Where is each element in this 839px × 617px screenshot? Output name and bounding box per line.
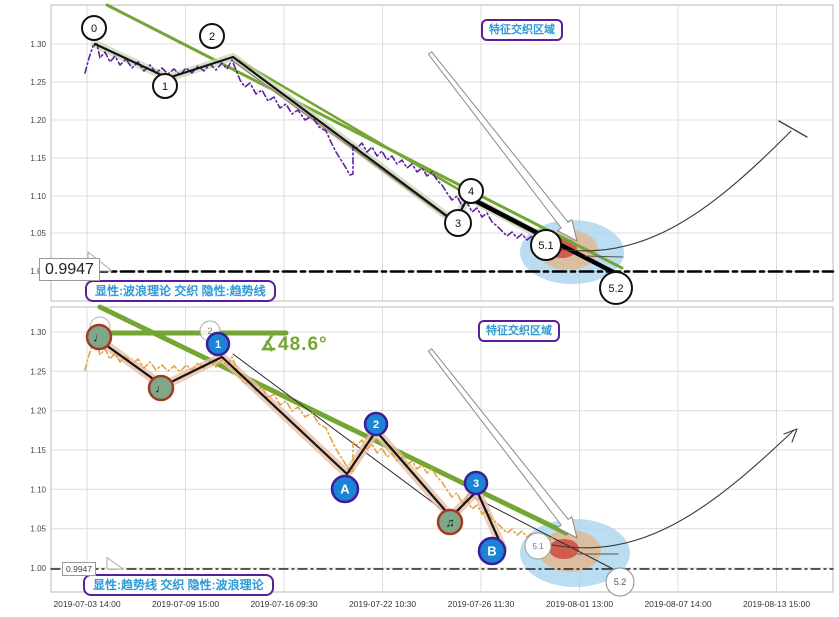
wave-label-2 [199,23,225,49]
y-tick-label-bottom: 1.10 [30,485,46,494]
wave-label-3 [444,209,472,237]
projection-arrowhead-bottom [783,428,798,443]
trend-label-1 [205,331,231,357]
wave-label-5-2-text: 5.2 [608,283,623,295]
blob-tail-top [584,255,624,258]
note-marker-2 [147,374,175,402]
note-marker-3-text: ♫ [446,515,455,529]
price-flag-pointer-bottom [106,557,124,570]
note-marker-3 [436,508,464,536]
trend-label-2-text: 2 [373,419,379,431]
y-tick-label-bottom: 1.15 [30,446,46,455]
trendline-main-top [105,3,624,270]
region-label-top: 特征交织区域 [481,19,563,41]
pointer-arrow-bottom [427,348,578,539]
y-tick-label-top: 1.05 [30,229,46,238]
x-tick-label: 2019-07-16 09:30 [250,599,317,609]
wave-line-bottom [97,338,505,551]
region-label-bottom: 特征交织区域 [478,320,560,342]
ghost-wave-label-5-1 [524,532,552,560]
wave-label-5-1-text: 5.1 [538,240,553,252]
projection-tbar-top [778,120,808,138]
y-tick-label-top: 1.30 [30,40,46,49]
projection-curve-top [551,130,792,252]
y-tick-label-bottom: 1.20 [30,407,46,416]
trend-label-1-text: 1 [215,339,221,351]
price-flag-top: 0.9947 [39,258,100,281]
note-marker-1-text: ♩ [93,330,105,344]
caption-bottom-panel: 显性:趋势线 交织 隐性:波浪理论 [83,574,274,596]
y-tick-label-top: 1.20 [30,116,46,125]
wave-label-1 [152,73,178,99]
y-tick-label-top: 1.25 [30,78,46,87]
trend-label-3-text: 3 [473,478,479,490]
heat-blob-core-bottom [549,539,579,559]
wave-label-0-text: 0 [91,23,97,35]
wave-label-0 [81,15,107,41]
y-tick-label-top: 1.15 [30,154,46,163]
note-marker-2-text: ♩ [155,381,167,395]
note-marker-1 [85,323,113,351]
caption-top-panel: 显性:波浪理论 交织 隐性:趋势线 [85,280,276,302]
wave-label-2-text: 2 [209,31,215,43]
x-tick-label: 2019-08-07 14:00 [644,599,711,609]
price-line-bottom [84,340,553,541]
pointer-arrow-top [427,51,578,242]
wave-label-1-text: 1 [162,81,168,93]
trend-label-A [330,474,360,504]
channel-line-top-1 [232,60,454,223]
trend-label-3 [463,470,489,496]
ghost-wave-label-5-1-text: 5.1 [532,542,544,551]
y-tick-label-bottom: 1.30 [30,328,46,337]
x-tick-label: 2019-07-03 14:00 [53,599,120,609]
wave-label-4-text: 4 [468,186,474,198]
trend-label-B [477,536,507,566]
trend-label-B-text: B [487,544,496,559]
wave-label-5-2 [599,271,633,305]
projection-curve-bottom [551,429,795,549]
trend-angle-label: ∡48.6° [260,334,328,355]
y-tick-label-top: 1.00 [30,267,46,276]
trend-label-A-text: A [340,482,350,497]
price-line-top [84,43,553,244]
x-tick-label: 2019-07-26 11:30 [448,599,515,609]
ghost-wave-label-5-2-text: 5.2 [614,577,627,587]
x-tick-label: 2019-07-09 15:00 [152,599,219,609]
wave-label-5-1 [530,229,562,261]
x-tick-label: 2019-08-13 15:00 [743,599,810,609]
trend-label-2 [363,411,389,437]
ghost-wave-label-2-text: 2 [207,326,212,336]
y-tick-label-bottom: 1.00 [30,564,46,573]
wave-label-4 [458,178,484,204]
y-tick-label-bottom: 1.05 [30,525,46,534]
y-tick-label-bottom: 1.25 [30,367,46,376]
y-tick-label-top: 1.10 [30,192,46,201]
panel-top [50,4,834,302]
wave-label-3-text: 3 [455,218,461,230]
x-tick-label: 2019-07-22 10:30 [349,599,416,609]
ghost-wave-label-5-2 [605,567,635,597]
price-flag-bottom: 0.9947 [62,562,96,576]
x-tick-label: 2019-08-01 13:00 [546,599,613,609]
trendline-desc-bottom [97,304,569,536]
